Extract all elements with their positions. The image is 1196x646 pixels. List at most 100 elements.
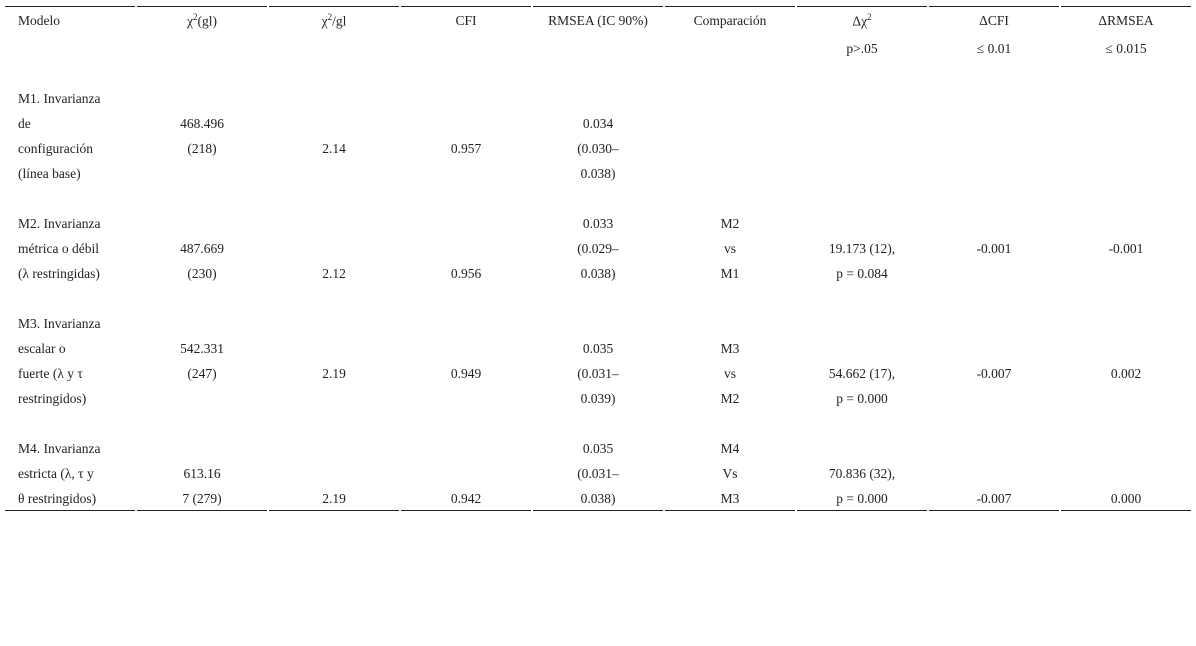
table-cell: -0.001 [976,241,1012,256]
table-cell: métrica o débil [18,241,99,256]
table-cell: 2.19 [322,366,346,381]
table-cell: 0.038) [580,266,616,281]
table-cell: 54.662 (17), [828,366,896,381]
superscript: 2 [867,12,872,22]
table-cell: -0.007 [976,491,1012,506]
table-cell: Vs [722,466,738,481]
bottom-rule [665,510,795,511]
bottom-rule [929,510,1059,511]
header-text: /gl [332,13,347,29]
table-cell: θ restringidos) [18,491,97,506]
top-rule [797,6,927,7]
table-cell: 0.038) [580,491,616,506]
table-cell: 2.12 [322,266,346,281]
table-cell: 0.000 [1110,491,1142,506]
table-cell: 0.033 [582,216,614,231]
header-cell: RMSEA (IC 90%) [548,13,648,28]
header-cell: ΔRMSEA [1098,13,1154,28]
top-rule [929,6,1059,7]
header-cell: Δχ2 [797,8,927,31]
bottom-rule [5,510,135,511]
table-cell: 0.038) [580,166,616,181]
table-cell: M4. Invarianza [18,441,101,456]
table-cell: 7 (279) [182,491,222,506]
table-cell: M3 [720,341,740,356]
table-cell: M1. Invarianza [18,91,101,106]
header-cell: χ2(gl) [137,8,267,31]
header-cell: ≤ 0.015 [1105,41,1147,56]
table-cell: 0.957 [450,141,482,156]
table-cell: configuración [18,141,93,156]
table-cell: 0.039) [580,391,616,406]
top-rule [269,6,399,7]
header-cell: ≤ 0.01 [976,41,1012,56]
header-cell: χ2/gl [269,8,399,31]
table-cell: p = 0.000 [836,491,888,506]
table-cell: 0.942 [450,491,482,506]
table-cell: vs [723,241,736,256]
table-cell: (247) [187,366,217,381]
table-cell: (0.031– [577,466,619,481]
table-cell: 0.035 [582,341,614,356]
table-cell: M3. Invarianza [18,316,101,331]
table-cell: (λ restringidas) [18,266,100,281]
table-cell: fuerte (λ y τ [18,366,83,381]
top-rule [665,6,795,7]
table-cell: M2 [720,391,740,406]
bottom-rule [797,510,927,511]
top-rule [1061,6,1191,7]
bottom-rule [269,510,399,511]
table-cell: 0.034 [582,116,614,131]
header-text: (gl) [197,13,218,29]
table-cell: 487.669 [180,241,224,256]
header-cell: ΔCFI [979,13,1009,28]
table-cell: 542.331 [180,341,224,356]
table-cell: 468.496 [180,116,224,131]
superscript: 2 [193,12,198,22]
header-cell: CFI [455,13,477,28]
table-cell: 70.836 (32), [828,466,896,481]
table-cell: M2 [720,216,740,231]
symbol: Δχ [852,13,868,29]
table-cell: 613.16 [183,466,221,481]
table-cell: (0.031– [577,366,619,381]
table-cell: 0.035 [582,441,614,456]
header-cell: p>.05 [846,41,878,56]
table-cell: M4 [720,441,740,456]
table-cell: 0.002 [1110,366,1142,381]
table-cell: p = 0.084 [836,266,888,281]
top-rule [401,6,531,7]
table-cell: escalar o [18,341,66,356]
table-cell: 0.949 [450,366,482,381]
table-cell: de [18,116,31,131]
top-rule [5,6,135,7]
bottom-rule [137,510,267,511]
table-cell: -0.007 [976,366,1012,381]
table-cell: vs [723,366,736,381]
table-cell: 0.956 [450,266,482,281]
table-cell: 19.173 (12), [828,241,896,256]
table-cell: (230) [187,266,217,281]
superscript: 2 [327,12,333,22]
symbol: χ [321,13,328,29]
table-cell: restringidos) [18,391,87,406]
table-cell: estricta (λ, τ y [18,466,94,481]
table-cell: 2.19 [322,491,346,506]
table-cell: p = 0.000 [836,391,888,406]
header-cell: Comparación [693,13,767,28]
table-cell: (línea base) [18,166,81,181]
header-cell: Modelo [18,13,60,28]
table-cell: (0.030– [577,141,619,156]
top-rule [533,6,663,7]
table-cell: M3 [720,491,740,506]
table-cell: -0.001 [1108,241,1144,256]
table-cell: M2. Invarianza [18,216,101,231]
table-cell: (0.029– [577,241,619,256]
table-cell: 2.14 [322,141,346,156]
symbol: χ [187,13,193,29]
bottom-rule [1061,510,1191,511]
bottom-rule [401,510,531,511]
table-cell: (218) [187,141,217,156]
bottom-rule [533,510,663,511]
